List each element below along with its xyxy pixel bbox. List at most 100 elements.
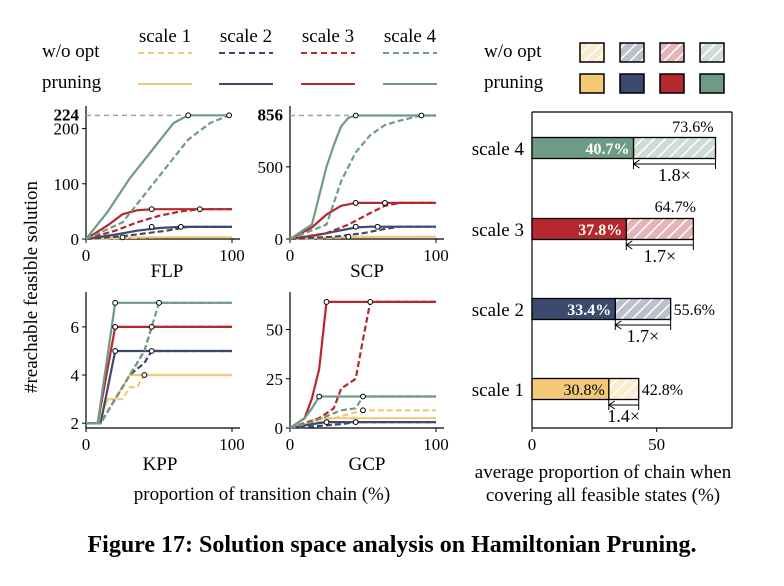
convergence-marker [112, 299, 119, 306]
legend-line-swatches [138, 52, 437, 85]
bar-pruning [531, 217, 627, 241]
legend-bar-scale-2-wo-opt [619, 42, 645, 63]
shared-x-axis-label: proportion of transition chain (%) [134, 484, 390, 505]
convergence-marker [316, 393, 323, 400]
bar-wo-opt-value-label: 64.7% [655, 199, 696, 216]
y-tick-label: 0 [275, 419, 284, 438]
convergence-marker [119, 234, 126, 241]
legend-bar-scale-4-wo-opt [699, 42, 725, 63]
bar-wo-opt [614, 297, 672, 321]
shared-y-axis-label: #reachable feasible solution [21, 180, 42, 393]
bar-pruning-value-label: 40.7% [585, 141, 629, 158]
bar-wo-opt [632, 136, 717, 160]
ratio-arrow-head [625, 240, 633, 250]
legend-bar-scale-1-wo-opt [579, 42, 605, 63]
ratio-arrow-head [614, 320, 622, 330]
ratio-arrow-head [632, 159, 640, 169]
figure-canvas: scale 1 scale 2 scale 3 scale 4 w/o opt … [21, 26, 733, 506]
bar-category-label: scale 2 [472, 300, 524, 321]
panel-gcp: 0 100 0 25 50 GCP [266, 292, 449, 475]
figure-caption: Figure 17: Solution space analysis on Ha… [87, 532, 697, 558]
convergence-marker [352, 200, 359, 206]
legend-scale-1-label: scale 1 [139, 26, 191, 47]
series-scale-4-pruning [289, 114, 436, 240]
y-tick-label: 25 [266, 370, 283, 389]
legend-scale-4-label: scale 4 [384, 26, 437, 47]
convergence-marker [178, 223, 184, 230]
panel-title: SCP [350, 261, 384, 282]
bar-category-label: scale 4 [472, 139, 525, 160]
panel-title: GCP [349, 454, 386, 475]
panel-scp: 0 100 0 500 856 SCP [258, 105, 449, 282]
bar-x-axis-label-line: average proportion of chain when [475, 462, 732, 483]
convergence-marker [382, 200, 388, 206]
ratio-arrow-head [607, 400, 616, 410]
convergence-marker [374, 223, 381, 230]
x-tick-label: 0 [82, 435, 91, 454]
ratio-label: 1.4× [607, 406, 640, 426]
x-tick-label: 0 [286, 246, 295, 265]
series-scale-4-pruning [289, 395, 436, 429]
series-scale-2-w-o-opt [289, 225, 436, 241]
bar-wo-opt-value-label: 42.8% [642, 382, 683, 399]
y-tick-label: 2 [71, 414, 80, 433]
convergence-marker [148, 348, 155, 354]
y-tick-label: 4 [71, 366, 80, 385]
ratio-label: 1.7× [643, 246, 676, 266]
convergence-marker [156, 299, 162, 306]
legend-bar-scale-3-wo-opt [659, 42, 685, 63]
convergence-marker [185, 112, 192, 119]
convergence-marker [418, 112, 425, 119]
reference-value-label: 224 [54, 105, 80, 124]
convergence-marker [148, 223, 155, 230]
series-scale-4-w-o-opt [85, 114, 232, 241]
convergence-marker [148, 206, 155, 213]
bar-group-scale-1: scale 1 30.8% 42.8%1.4× [472, 377, 683, 426]
reference-value-label: 856 [258, 105, 284, 124]
bar-category-label: scale 1 [472, 380, 524, 401]
x-tick-label: 100 [423, 435, 449, 454]
series-scale-2-pruning [85, 225, 232, 241]
y-tick-label: 500 [258, 158, 284, 177]
panel-title: FLP [151, 261, 184, 282]
bar-category-label: scale 3 [472, 220, 524, 241]
legend-scale-2-label: scale 2 [220, 26, 272, 47]
series-scale-4-pruning [86, 301, 232, 425]
series-scale-3-w-o-opt [289, 300, 436, 430]
bar-wo-opt [625, 217, 694, 241]
convergence-marker [352, 419, 359, 425]
bar-wo-opt-value-label: 55.6% [674, 302, 715, 319]
bar-pruning-value-label: 30.8% [563, 382, 604, 399]
legend-bar-scale-1-pruning [579, 73, 605, 94]
y-tick-label: 100 [54, 175, 80, 194]
series-scale-4-w-o-opt [289, 114, 436, 241]
legend-pruning-label: pruning [42, 72, 102, 93]
bar-wo-opt [608, 377, 640, 401]
legend-wo-opt-label: w/o opt [42, 41, 100, 62]
panel-kpp: 0 100 2 4 6 KPP [71, 292, 245, 475]
bar-x-tick-label: 50 [648, 435, 665, 454]
bar-x-axis-label-line: covering all feasible states (%) [486, 485, 720, 506]
convergence-marker [141, 372, 148, 378]
y-tick-label: 0 [71, 230, 80, 249]
bar-pruning-value-label: 37.8% [578, 222, 622, 239]
bar-pruning [531, 297, 616, 321]
legend-bar-scale-2-pruning [619, 73, 645, 94]
ratio-label: 1.7× [627, 326, 660, 346]
y-tick-label: 200 [54, 120, 80, 139]
bar-chart: 0 50 average proportion of chain whencover… [472, 111, 733, 506]
bar-wo-opt-value-label: 73.6% [672, 119, 713, 136]
bar-x-tick-label: 0 [528, 435, 537, 454]
legend-bar-swatches [579, 42, 725, 94]
bar-legend-pruning-label: pruning [484, 72, 544, 93]
bar-legend: w/o opt pruning [484, 41, 725, 94]
bar-group-scale-3: scale 3 37.8% 64.7% 1.7× [472, 199, 696, 266]
y-tick-label: 6 [71, 318, 80, 337]
series-scale-3-pruning [289, 201, 436, 240]
series-scale-3-w-o-opt [289, 201, 436, 241]
legend-bar-scale-4-pruning [699, 73, 725, 94]
x-tick-label: 0 [82, 246, 91, 265]
bar-group-scale-4: scale 4 40.7% 73.6% 1.8× [472, 119, 717, 185]
